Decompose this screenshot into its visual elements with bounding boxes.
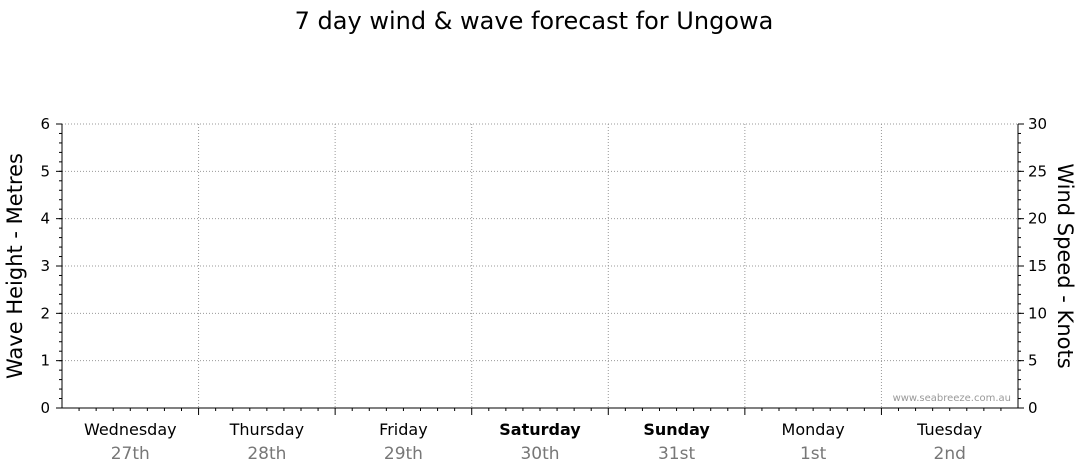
date-label: 31st — [658, 444, 695, 464]
day-label: Friday — [379, 420, 428, 439]
left-axis-ticks: 0 1 2 3 4 5 6 — [40, 115, 62, 417]
date-label: 1st — [800, 444, 827, 464]
day-label: Monday — [782, 420, 845, 439]
right-axis-ticks: 0 5 10 15 20 25 30 — [1018, 115, 1047, 417]
day-label: Sunday — [643, 420, 710, 439]
right-tick-label: 30 — [1028, 115, 1047, 133]
left-tick-label: 4 — [40, 210, 50, 228]
axes — [61, 124, 1019, 415]
grid-lines — [62, 123, 1018, 408]
right-tick-label: 0 — [1028, 399, 1038, 417]
left-tick-label: 3 — [40, 257, 50, 275]
right-tick-label: 5 — [1028, 352, 1038, 370]
day-label: Thursday — [229, 420, 304, 439]
date-label: 28th — [247, 444, 286, 464]
right-tick-label: 20 — [1028, 210, 1047, 228]
left-tick-label: 5 — [40, 162, 50, 180]
day-label: Saturday — [499, 420, 581, 439]
chart-title: 7 day wind & wave forecast for Ungowa — [295, 7, 774, 35]
right-tick-label: 15 — [1028, 257, 1047, 275]
right-tick-label: 10 — [1028, 304, 1047, 322]
right-axis-title: Wind Speed - Knots — [1053, 163, 1077, 368]
left-tick-label: 6 — [40, 115, 50, 133]
date-label: 2nd — [934, 444, 966, 464]
x-axis-labels: Wednesday 27th Thursday 28th Friday 29th Satur… — [84, 420, 982, 464]
date-label: 29th — [384, 444, 423, 464]
watermark: www.seabreeze.com.au — [893, 393, 1011, 404]
date-label: 27th — [111, 444, 150, 464]
left-tick-label: 1 — [40, 352, 50, 370]
left-axis-title: Wave Height - Metres — [3, 153, 27, 379]
left-tick-label: 2 — [40, 304, 50, 322]
right-tick-label: 25 — [1028, 162, 1047, 180]
day-label: Wednesday — [84, 420, 177, 439]
date-label: 30th — [520, 444, 559, 464]
day-label: Tuesday — [916, 420, 982, 439]
left-tick-label: 0 — [40, 399, 50, 417]
